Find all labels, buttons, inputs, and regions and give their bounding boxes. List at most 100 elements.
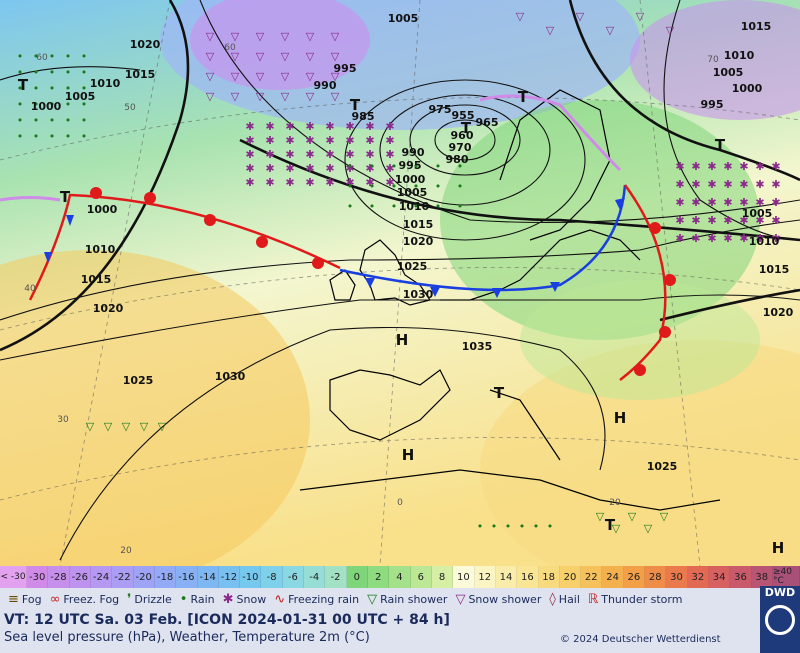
rain-icon: •	[81, 130, 88, 143]
snow-icon: ✱	[285, 148, 294, 161]
snow-icon: ✱	[305, 134, 314, 147]
scale-high-end: ≥40 °C	[772, 566, 800, 588]
rain-icon: •	[81, 50, 88, 63]
scale-step: 30	[666, 566, 688, 588]
snow-icon: ✱	[325, 176, 334, 189]
cold-front-markers	[44, 198, 625, 298]
isobar-label: 1020	[130, 38, 161, 51]
rain-icon: •	[391, 200, 398, 213]
rain-icon: •	[65, 50, 72, 63]
low-pressure-center: T	[461, 119, 472, 137]
rain-icon: •	[435, 180, 442, 193]
snow-icon: ✱	[755, 232, 764, 245]
snow-shower-icon: ▽	[256, 70, 265, 83]
temperature-label: 40	[24, 284, 36, 294]
temperature-scale: < -30 -30 -28 -26 -24 -22 -20 -18 -16 -14 -12 -10 -8…	[0, 566, 800, 588]
scale-step: -28	[48, 566, 70, 588]
snow-icon: ✱	[771, 232, 780, 245]
snow-shower-icon: ▽	[231, 30, 240, 43]
snow-icon: ✱	[305, 176, 314, 189]
snow-icon: ✱	[691, 178, 700, 191]
snow-shower-icon: ▽	[606, 24, 615, 37]
rain-icon: •	[533, 520, 540, 533]
snow-icon: ✱	[755, 178, 764, 191]
snow-shower-icon: ▽	[306, 50, 315, 63]
scale-step: 32	[687, 566, 709, 588]
snow-shower-icon: ▽	[281, 30, 290, 43]
snow-icon: ✱	[245, 176, 254, 189]
scale-step: 4	[389, 566, 411, 588]
snow-icon: ✱	[285, 134, 294, 147]
snow-icon: ✱	[739, 160, 748, 173]
snow-icon: ✱	[385, 148, 394, 161]
snow-shower-icon: ▽	[546, 24, 555, 37]
logo-text: DWD	[764, 586, 796, 599]
isobar-label: 995	[334, 62, 357, 75]
isobar-label: 1010	[749, 235, 780, 248]
snow-icon: ✱	[305, 162, 314, 175]
snow-icon: ✱	[245, 162, 254, 175]
legend-item: ≡ Fog	[8, 593, 42, 606]
rain-icon: •	[49, 82, 56, 95]
low-pressure-center: T	[518, 88, 529, 106]
scale-step: 14	[495, 566, 518, 588]
rain-icon: •	[347, 160, 354, 173]
snow-icon: ✱	[707, 178, 716, 191]
rain-shower-icon: ▽	[86, 420, 95, 433]
scale-step: 8	[431, 566, 454, 588]
snow-shower-icon: ▽	[231, 50, 240, 63]
temperature-label: 20	[609, 498, 621, 508]
snow-icon: ✱	[265, 134, 274, 147]
snow-shower-icon: ▽	[306, 90, 315, 103]
very-cold-area-east	[630, 0, 800, 120]
isobars	[0, 0, 800, 561]
scale-step: 12	[474, 566, 496, 588]
legend-item: ▽ Snow shower	[455, 593, 541, 606]
very-cold-area-west	[190, 0, 370, 90]
rain-icon: •	[49, 114, 56, 127]
legend-symbol-icon: ❜	[127, 592, 132, 607]
rain-icon: •	[81, 114, 88, 127]
legend-label: Freez. Fog	[63, 593, 120, 606]
scale-step: 16	[517, 566, 539, 588]
isobar-label: 1005	[742, 207, 773, 220]
snow-icon: ✱	[345, 176, 354, 189]
isobar-label: 995	[701, 98, 724, 111]
scale-step: 6	[410, 566, 432, 588]
scale-step: -16	[176, 566, 198, 588]
scandinavia	[499, 89, 611, 241]
rain-icon: •	[33, 66, 40, 79]
scale-step: 2	[368, 566, 390, 588]
snow-icon: ✱	[739, 178, 748, 191]
scale-step: 34	[709, 566, 731, 588]
legend-symbol-icon: ◊	[549, 592, 556, 607]
rain-icon: •	[391, 180, 398, 193]
snow-shower-icon: ▽	[206, 70, 215, 83]
legend-item: ℝ Thunder storm	[587, 592, 683, 607]
dwd-logo: DWD	[760, 586, 800, 653]
weather-symbols: ✱✱✱✱✱✱✱✱✱✱✱✱✱✱✱✱✱✱✱✱✱✱✱✱✱✱✱✱✱✱✱✱✱✱✱✱✱✱✱✱…	[17, 10, 781, 535]
snow-shower-icon: ▽	[331, 70, 340, 83]
rain-icon: •	[413, 200, 420, 213]
scale-step: 26	[623, 566, 646, 588]
snow-icon: ✱	[245, 148, 254, 161]
snow-icon: ✱	[739, 232, 748, 245]
low-pressure-center: T	[605, 516, 616, 534]
legend-symbol-icon: ℝ	[587, 592, 599, 607]
rain-icon: •	[65, 114, 72, 127]
rain-icon: •	[49, 66, 56, 79]
scale-step: 18	[538, 566, 560, 588]
snow-shower-icon: ▽	[206, 50, 215, 63]
rain-icon: •	[33, 50, 40, 63]
rain-icon: •	[33, 82, 40, 95]
weather-legend: ≡ Fog ∞ Freez. Fog ❜ Drizzle • Rain ✱ Snow ∿ Freezi…	[0, 588, 800, 612]
isobar-label: 1015	[403, 218, 434, 231]
temperature-label: 20	[120, 546, 132, 556]
rain-shower-icon: ▽	[628, 510, 637, 523]
isobar-label: 980	[446, 153, 469, 166]
rain-icon: •	[477, 520, 484, 533]
snow-shower-icon: ▽	[306, 70, 315, 83]
rain-shower-icon: ▽	[140, 420, 149, 433]
isobar-label: 990	[314, 79, 337, 92]
rain-icon: •	[347, 200, 354, 213]
